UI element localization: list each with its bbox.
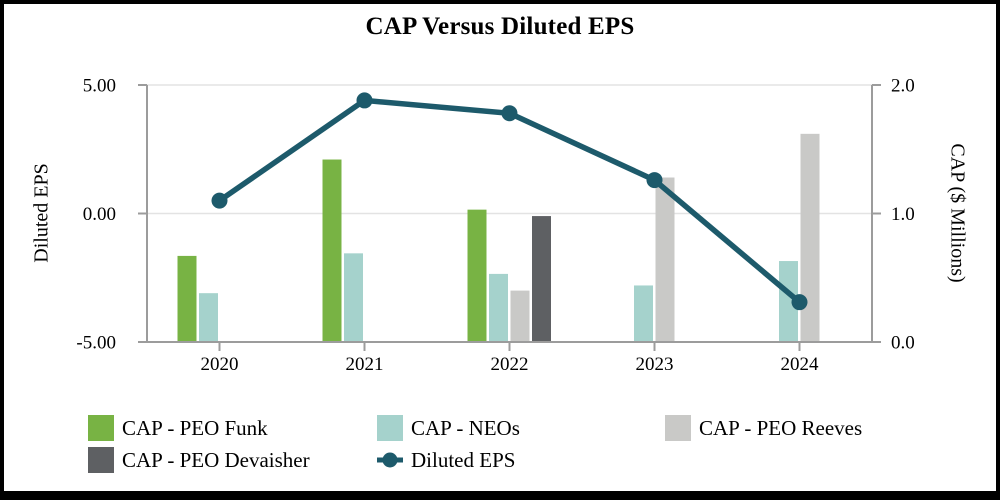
legend-label: Diluted EPS [411, 447, 516, 472]
legend-swatch-square [88, 447, 114, 473]
diluted-eps-marker [501, 105, 518, 122]
chart-title: CAP Versus Diluted EPS [365, 13, 635, 40]
x-axis-tick-label: 2023 [636, 354, 674, 375]
left-axis-tick-label: -5.00 [76, 333, 116, 354]
window-border-left [0, 0, 4, 500]
legend-swatch-square [88, 415, 114, 441]
legend-label: CAP - NEOs [411, 415, 520, 440]
x-axis-tick-label: 2021 [346, 354, 384, 375]
bar-cap-neos [779, 261, 798, 342]
legend-marker-circle [382, 452, 398, 468]
legend-swatch-square [665, 415, 691, 441]
bar-cap-neos [199, 293, 218, 342]
diluted-eps-marker [211, 192, 228, 209]
legend-item-diluted-eps: Diluted EPS [377, 447, 515, 473]
bar-cap-peo-funk [467, 209, 487, 342]
legend-item-cap-peo-devaisher: CAP - PEO Devaisher [88, 447, 310, 473]
legend-label: CAP - PEO Funk [122, 415, 268, 440]
window-border-bottom [0, 491, 1000, 500]
bar-cap-peo-reeves [800, 133, 820, 342]
legend-swatch-line-marker-icon [377, 452, 403, 468]
diluted-eps-marker [646, 172, 663, 189]
diluted-eps-marker [791, 294, 808, 311]
legend-label: CAP - PEO Reeves [699, 415, 863, 440]
right-axis-tick-label: 0.0 [891, 333, 915, 354]
bar-cap-neos [634, 285, 653, 342]
bar-cap-peo-reeves [655, 177, 675, 342]
right-axis-tick-label: 2.0 [891, 76, 915, 97]
bar-cap-peo-funk [177, 255, 197, 342]
diluted-eps-line [217, 97, 802, 305]
right-axis-tick-label: 1.0 [891, 204, 915, 225]
diluted-eps-marker [356, 92, 373, 109]
x-axis-tick-label: 2024 [781, 354, 820, 375]
legend-item-cap-peo-funk: CAP - PEO Funk [88, 415, 268, 441]
window-border-top [0, 0, 1000, 4]
left-axis-tick-label: 5.00 [83, 76, 116, 97]
window-border-right [996, 0, 1000, 500]
legend-label: CAP - PEO Devaisher [122, 447, 310, 472]
bar-cap-peo-reeves [510, 290, 530, 342]
left-axis-tick-label: 0.00 [83, 204, 116, 225]
legend-item-cap-neos: CAP - NEOs [377, 415, 520, 441]
bar-cap-peo-funk [322, 159, 342, 342]
legend-swatch-square [377, 415, 403, 441]
x-axis-tick-label: 2020 [201, 354, 239, 375]
bar-cap-neos [489, 273, 508, 342]
legend-item-cap-peo-reeves: CAP - PEO Reeves [665, 415, 862, 441]
bar-cap-neos [344, 253, 363, 342]
x-axis-tick-label: 2022 [491, 354, 529, 375]
bar-cap-peo-devaisher [532, 216, 551, 342]
